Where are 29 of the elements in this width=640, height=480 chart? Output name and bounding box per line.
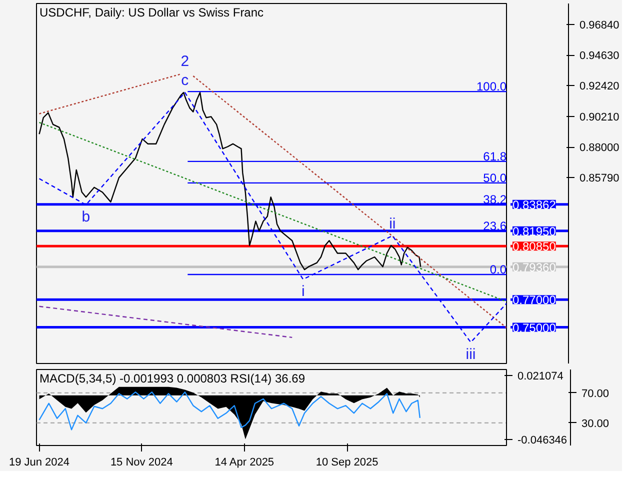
annotation: i (301, 282, 305, 300)
annotation: c (181, 72, 190, 90)
x-tick-label: 10 Sep 2025 (316, 456, 378, 468)
chart-title: USDCHF, Daily: US Dollar vs Swiss Franc (40, 6, 264, 20)
y-tick-label: 0.021074 (518, 370, 564, 382)
annotation: 100.0 (476, 80, 507, 94)
annotation: 2 (180, 53, 190, 70)
ref-line-label: 0.79360 (512, 260, 556, 274)
x-tick-label: 15 Nov 2024 (110, 456, 173, 468)
y2-tick-label: 70.00 (582, 388, 610, 400)
y-tick-label: -0.046346 (518, 434, 568, 447)
annotation: iii (466, 346, 476, 363)
y-tick-label: 0.96840 (580, 19, 620, 32)
y-tick-label: 0.90210 (580, 111, 620, 124)
annotation: 38.2 (483, 192, 507, 206)
annotation: 23.6 (483, 218, 507, 233)
y-tick-label: 0.92420 (580, 80, 620, 93)
chart-title: MACD(5,34,5) -0.001993 0.000803 RSI(14) 36.69 (40, 372, 306, 386)
annotation: ii (389, 215, 396, 232)
y2-tick-label: 30.00 (582, 418, 610, 430)
annotation: 50.0 (483, 170, 507, 185)
x-tick-label: 19 Jun 2024 (8, 456, 70, 468)
annotation: 0.0 (490, 262, 507, 276)
x-tick-label: 14 Apr 2025 (214, 456, 274, 468)
y-tick-label: 0.94630 (580, 50, 620, 62)
annotation: 61.8 (483, 149, 507, 164)
annotation: b (82, 208, 90, 226)
y-tick-label: 0.88000 (580, 142, 620, 154)
y-tick-label: 0.85790 (580, 172, 620, 185)
